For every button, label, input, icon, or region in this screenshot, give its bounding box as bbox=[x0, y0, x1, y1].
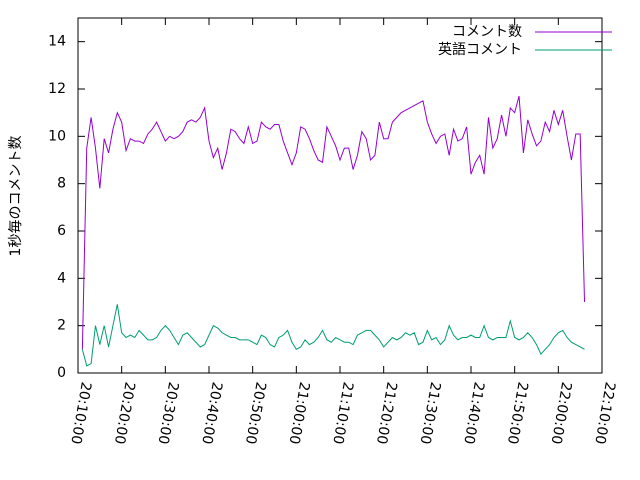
y-tick-label: 6 bbox=[57, 223, 66, 239]
x-tick-label: 20:50:00 bbox=[242, 381, 269, 446]
data-line bbox=[81, 95, 586, 350]
y-tick-label: 8 bbox=[57, 176, 66, 192]
y-tick-label: 12 bbox=[48, 81, 66, 97]
x-tick-label: 20:20:00 bbox=[111, 381, 138, 446]
plot-border bbox=[77, 17, 603, 374]
x-tick-label: 21:50:00 bbox=[504, 381, 531, 446]
y-tick-label: 0 bbox=[57, 365, 66, 381]
y-axis-label: 1秒毎のコメント数 bbox=[8, 136, 24, 257]
x-tick-label: 22:00:00 bbox=[548, 381, 575, 446]
x-tick-label: 22:10:00 bbox=[591, 381, 618, 446]
x-tick-label: 20:40:00 bbox=[198, 381, 225, 446]
y-tick-label: 2 bbox=[57, 318, 66, 334]
x-tick-label: 21:10:00 bbox=[329, 381, 356, 446]
x-tick-label: 21:20:00 bbox=[373, 381, 400, 446]
x-tick-label: 21:00:00 bbox=[286, 381, 313, 446]
x-tick-label: 21:40:00 bbox=[460, 381, 487, 446]
x-tick-label: 20:10:00 bbox=[67, 381, 94, 446]
x-tick-label: 21:30:00 bbox=[417, 381, 444, 446]
y-tick-label: 10 bbox=[48, 128, 66, 144]
legend-label: コメント数 bbox=[452, 24, 522, 40]
y-tick-label: 4 bbox=[57, 270, 66, 286]
y-tick-label: 14 bbox=[48, 34, 66, 50]
legend-label: 英語コメント bbox=[438, 41, 522, 58]
data-line bbox=[81, 304, 585, 367]
x-tick-label: 20:30:00 bbox=[155, 381, 182, 446]
